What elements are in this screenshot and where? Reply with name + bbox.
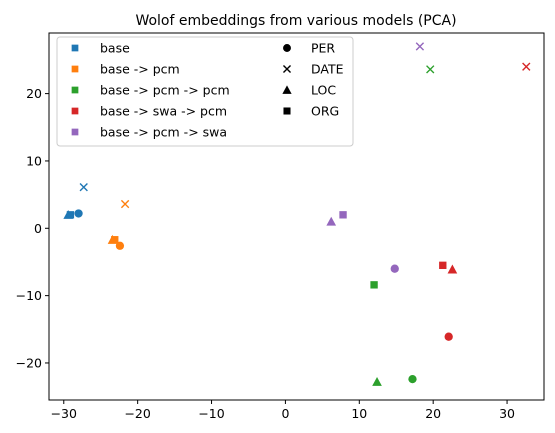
legend: base base -> pcm base -> pcm -> pcm base ->… (57, 37, 353, 146)
point-base-to-pcm-to-swa-per (391, 265, 399, 273)
legend-swatch-base-to-pcm-to-pcm (72, 87, 79, 94)
point-base-to-pcm-to-swa-org (339, 211, 346, 218)
point-base-to-pcm-to-pcm-per (408, 375, 416, 383)
point-base-to-pcm-org (111, 236, 118, 243)
legend-label-base-to-swa-to-pcm: base -> swa -> pcm (100, 104, 227, 119)
point-base-to-swa-to-pcm-org (439, 262, 446, 269)
chart-title: Wolof embeddings from various models (PC… (135, 13, 456, 29)
point-base-date (80, 184, 87, 191)
x-tick-label: −30 (51, 406, 77, 421)
point-base-to-swa-to-pcm-date (523, 63, 530, 70)
legend-swatch-base-to-swa-to-pcm (72, 108, 79, 115)
legend-label-per: PER (311, 41, 335, 56)
y-tick-label: 0 (34, 221, 42, 236)
legend-swatch-base (72, 45, 79, 52)
legend-marker-per (283, 44, 291, 52)
y-tick-label: 20 (26, 86, 42, 101)
legend-swatch-base-to-pcm-to-swa (72, 129, 79, 136)
point-base-to-pcm-to-pcm-loc (372, 377, 382, 386)
legend-label-base-to-pcm: base -> pcm (100, 62, 180, 77)
x-tick-label: 10 (351, 406, 367, 421)
point-base-org (67, 211, 74, 218)
point-base-to-swa-to-pcm-per (445, 333, 453, 341)
point-base-per (74, 209, 82, 217)
legend-label-base: base (100, 41, 130, 56)
y-tick-label: −20 (16, 355, 42, 370)
x-tick-label: 0 (281, 406, 289, 421)
x-tick-label: 30 (499, 406, 515, 421)
point-base-to-pcm-to-pcm-org (370, 281, 377, 288)
x-tick-label: −20 (124, 406, 150, 421)
legend-label-base-to-pcm-to-pcm: base -> pcm -> pcm (100, 83, 230, 98)
point-base-to-pcm-to-swa-loc (326, 217, 336, 226)
legend-label-org: ORG (311, 104, 339, 119)
x-tick-label: 20 (425, 406, 441, 421)
point-base-to-pcm-date (121, 200, 128, 207)
legend-label-loc: LOC (311, 83, 336, 98)
x-tick-label: −10 (198, 406, 224, 421)
y-tick-label: 10 (26, 153, 42, 168)
legend-label-base-to-pcm-to-swa: base -> pcm -> swa (100, 125, 227, 140)
y-tick-label: −10 (16, 288, 42, 303)
point-base-to-swa-to-pcm-loc (448, 265, 458, 274)
legend-swatch-base-to-pcm (72, 66, 79, 73)
point-base-to-pcm-to-swa-date (416, 43, 423, 50)
legend-label-date: DATE (311, 62, 344, 77)
point-base-to-pcm-to-pcm-date (427, 66, 434, 73)
legend-marker-org (283, 107, 290, 114)
